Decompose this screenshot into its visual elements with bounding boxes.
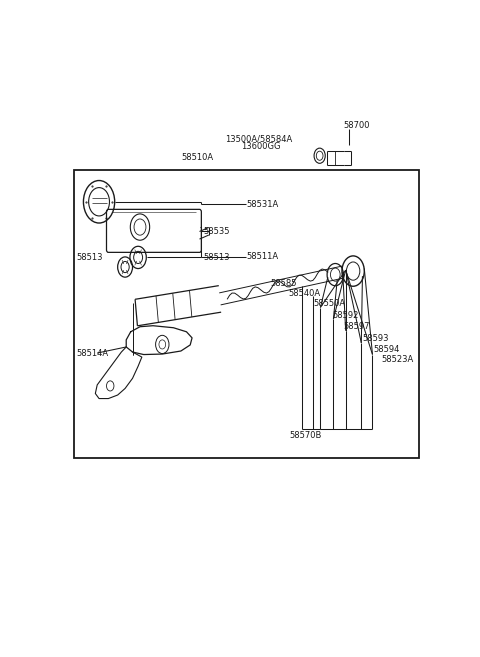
Text: 58597: 58597 xyxy=(344,322,370,331)
Text: 58510A: 58510A xyxy=(181,153,214,162)
Text: 58513: 58513 xyxy=(76,253,103,262)
Text: 58570B: 58570B xyxy=(289,431,322,440)
Text: 58550A: 58550A xyxy=(313,300,346,308)
Text: 58593: 58593 xyxy=(362,334,389,343)
Text: 58594: 58594 xyxy=(373,345,399,354)
Text: 58540A: 58540A xyxy=(289,289,321,298)
Text: 58592: 58592 xyxy=(332,311,359,319)
Text: 58514A: 58514A xyxy=(76,348,108,357)
Text: 58700: 58700 xyxy=(344,122,370,130)
Text: 58535: 58535 xyxy=(203,227,230,236)
Text: 13500A/58584A: 13500A/58584A xyxy=(226,134,293,143)
Text: 58523A: 58523A xyxy=(382,355,414,364)
Text: 13600GG: 13600GG xyxy=(241,142,281,151)
Bar xyxy=(74,170,419,459)
Text: 58585: 58585 xyxy=(271,279,297,288)
Text: 58513: 58513 xyxy=(203,253,230,262)
Text: 58531A: 58531A xyxy=(247,200,279,209)
Text: 58511A: 58511A xyxy=(247,252,279,261)
